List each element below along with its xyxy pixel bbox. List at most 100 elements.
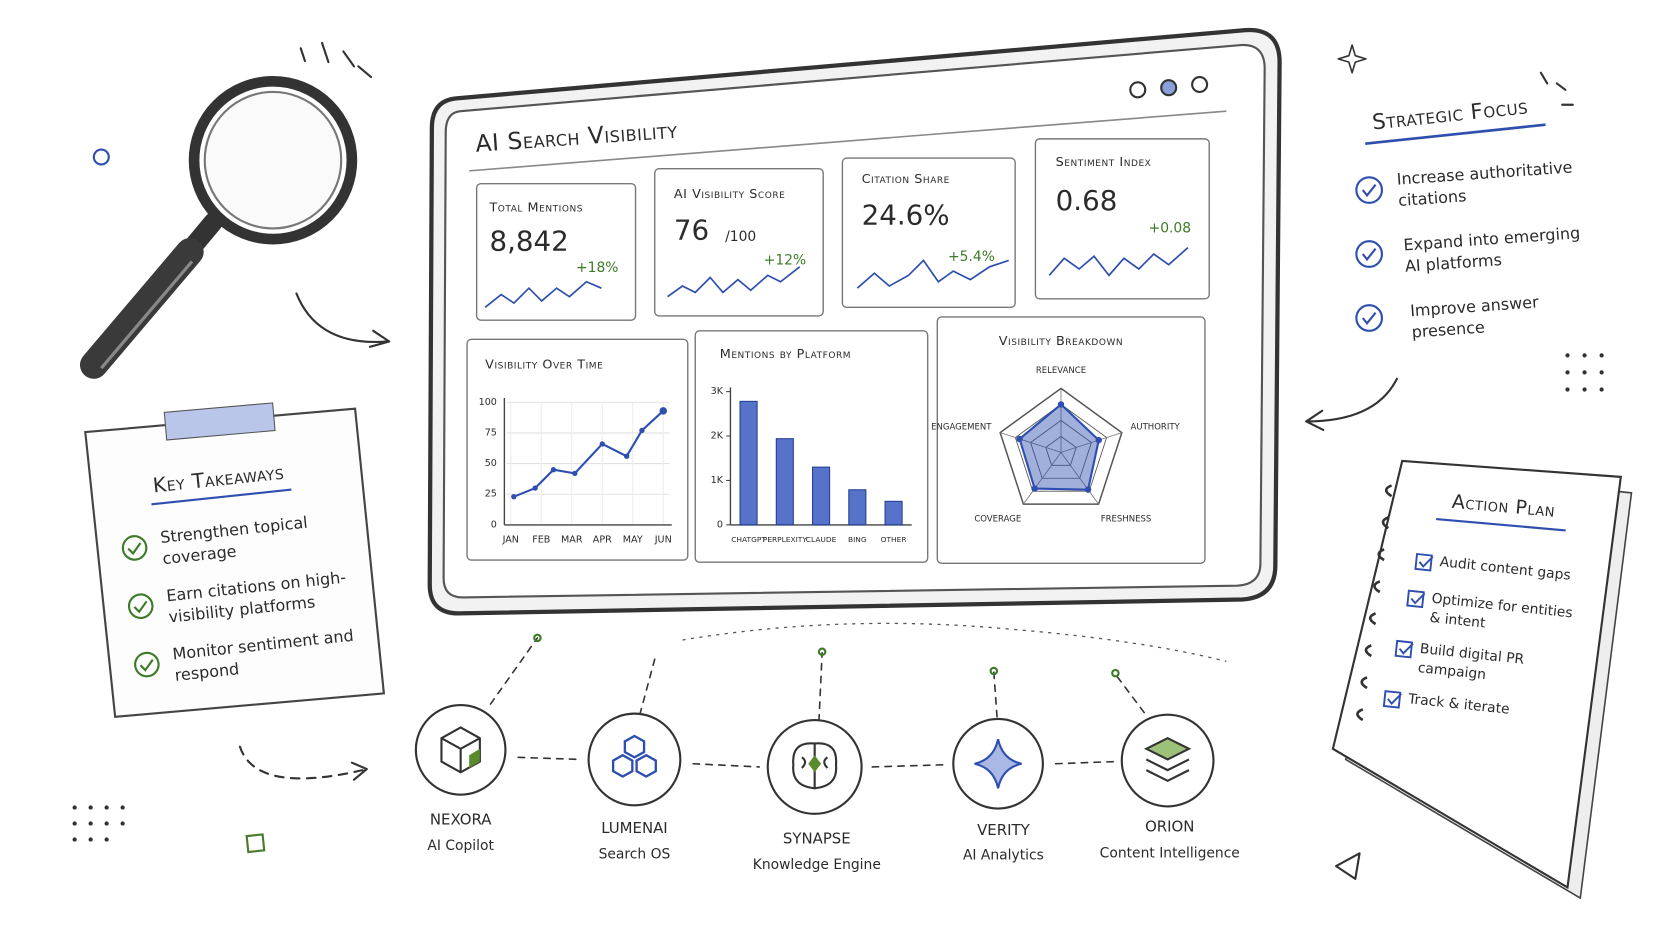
point [511,494,517,500]
y-tick-label: 2K [711,431,724,442]
radar-spoke [1060,432,1122,453]
radar-point [1057,401,1065,408]
tool-subtitle: Content Intelligence [1100,845,1240,861]
x-tick-label: CHATGPT [731,535,766,544]
radar-ring [1045,435,1077,466]
kpi-label: Citation Share [862,172,950,187]
kpi-card [1034,138,1210,300]
radar-label: ENGAGEMENT [931,422,992,432]
radar-point [1084,486,1092,493]
point [659,407,667,415]
tools: NEXORA AI Copilot LUMENAI Search OS SYNA… [414,633,1240,873]
kpi-change: +18% [576,260,618,276]
tool-subtitle: AI Copilot [427,838,494,854]
x-tick-label: BING [848,535,867,544]
kpi-value: 8,842 [489,224,568,257]
x-tick-label: FEB [532,534,550,545]
tool-subtitle: AI Analytics [963,847,1044,863]
x-tick-label: MAY [623,534,643,545]
action-plan: Action Plan Audit content gaps Optimize … [1331,459,1633,900]
bar [884,500,903,526]
kpi-label: Total Mentions [488,201,583,216]
decorations [72,41,1604,880]
kpi-label: Sentiment Index [1056,155,1152,170]
kpi-card [654,168,824,317]
focus-item: Improve answer presence [1409,292,1540,343]
radar-ring [1014,403,1108,492]
bar [848,489,867,526]
point [599,441,605,447]
kpi-value: 0.68 [1056,184,1118,217]
tool-name: SYNAPSE [783,829,851,847]
x-tick-label: APR [593,534,612,545]
tool-name: VERITY [977,821,1030,839]
y-tick-label: 0 [717,519,723,530]
y-tick-label: 3K [711,386,724,397]
focus-item: Expand into emerging AI platforms [1402,223,1581,277]
x-tick-label: JAN [502,534,519,545]
x-tick-label: JUN [654,534,672,545]
focus-item: Increase authoritative citations [1396,157,1574,211]
tablet: AI Search Visibility Total Mentions 8,84… [427,27,1282,616]
kpi-value: 76 [674,214,709,247]
radar-spoke [1000,432,1062,453]
kpi-change: +12% [764,252,806,268]
x-tick-label: CLAUDE [806,535,837,544]
x-tick-label: PERPLEXITY [763,535,808,544]
kpi-card [841,157,1016,309]
tool-name: ORION [1145,818,1194,836]
point [623,453,630,459]
chart-title: Visibility Breakdown [999,334,1123,349]
chart-title: Mentions by Platform [720,347,851,362]
point [532,485,538,491]
sparkline [484,280,602,309]
radar-point [1095,436,1102,444]
kpi-value: 24.6% [862,199,950,232]
y-tick-label: 25 [485,489,497,500]
y-tick-label: 1K [711,475,724,486]
radar-label: AUTHORITY [1131,422,1181,432]
kpi-change: +5.4% [948,249,995,265]
tool-subtitle: Knowledge Engine [753,857,881,873]
x-tick-label: MAR [561,534,583,545]
radar-point [1031,485,1038,492]
sparkline [1048,247,1189,277]
sparkline [856,259,1010,289]
chart-title: Visibility Over Time [485,357,603,372]
kpi-label: AI Visibility Score [674,187,785,202]
x-tick-label: OTHER [881,535,907,544]
radar-label: COVERAGE [974,514,1021,524]
kpi-unit: /100 [725,229,756,245]
bar [739,400,758,526]
radar-area [1018,402,1100,491]
kpi-change: +0.08 [1149,220,1191,236]
charts: 0 25 50 75 100 JAN FEB MAR APR MAY JUN 0 1K 2K 3K CHATG… [479,366,1181,546]
radar-label: RELEVANCE [1036,366,1086,376]
sparkline [667,266,801,298]
y-tick-label: 100 [479,397,497,408]
y-tick-label: 50 [485,458,497,469]
strategic-focus: Strategic Focus Increase authoritative c… [1355,94,1581,343]
key-takeaways: Key Takeaways Strengthen topical coverag… [84,402,386,718]
radar-point [1016,435,1023,443]
point [572,470,578,477]
line-series [513,410,664,498]
radar-spoke [1023,452,1062,505]
tool-subtitle: Search OS [599,846,671,862]
bar [812,466,831,526]
y-tick-label: 0 [491,519,497,530]
radar-ring [999,387,1123,505]
shadow [682,622,1227,662]
radar-label: FRESHNESS [1101,514,1152,524]
tool-name: LUMENAI [601,819,668,837]
bar [775,438,794,526]
point [550,467,557,473]
radar-spoke [1060,452,1099,505]
y-tick-label: 75 [485,427,497,438]
kpi-cards: Total Mentions 8,842 +18% AI Visibility … [475,138,1210,321]
radar-ring [1030,419,1092,479]
tool-name: NEXORA [430,810,492,828]
point [639,427,645,434]
chart-card [936,316,1206,564]
